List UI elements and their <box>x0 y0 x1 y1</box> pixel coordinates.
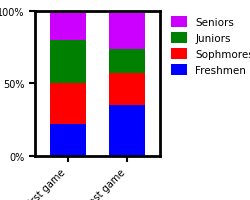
Bar <box>50 12 86 41</box>
Bar <box>110 12 145 49</box>
Legend: Seniors, Juniors, Sophmores, Freshmen: Seniors, Juniors, Sophmores, Freshmen <box>172 17 250 76</box>
Bar <box>50 84 86 124</box>
Bar <box>50 124 86 156</box>
Bar <box>110 49 145 74</box>
Bar <box>110 106 145 156</box>
Bar <box>110 74 145 106</box>
Bar <box>50 41 86 84</box>
